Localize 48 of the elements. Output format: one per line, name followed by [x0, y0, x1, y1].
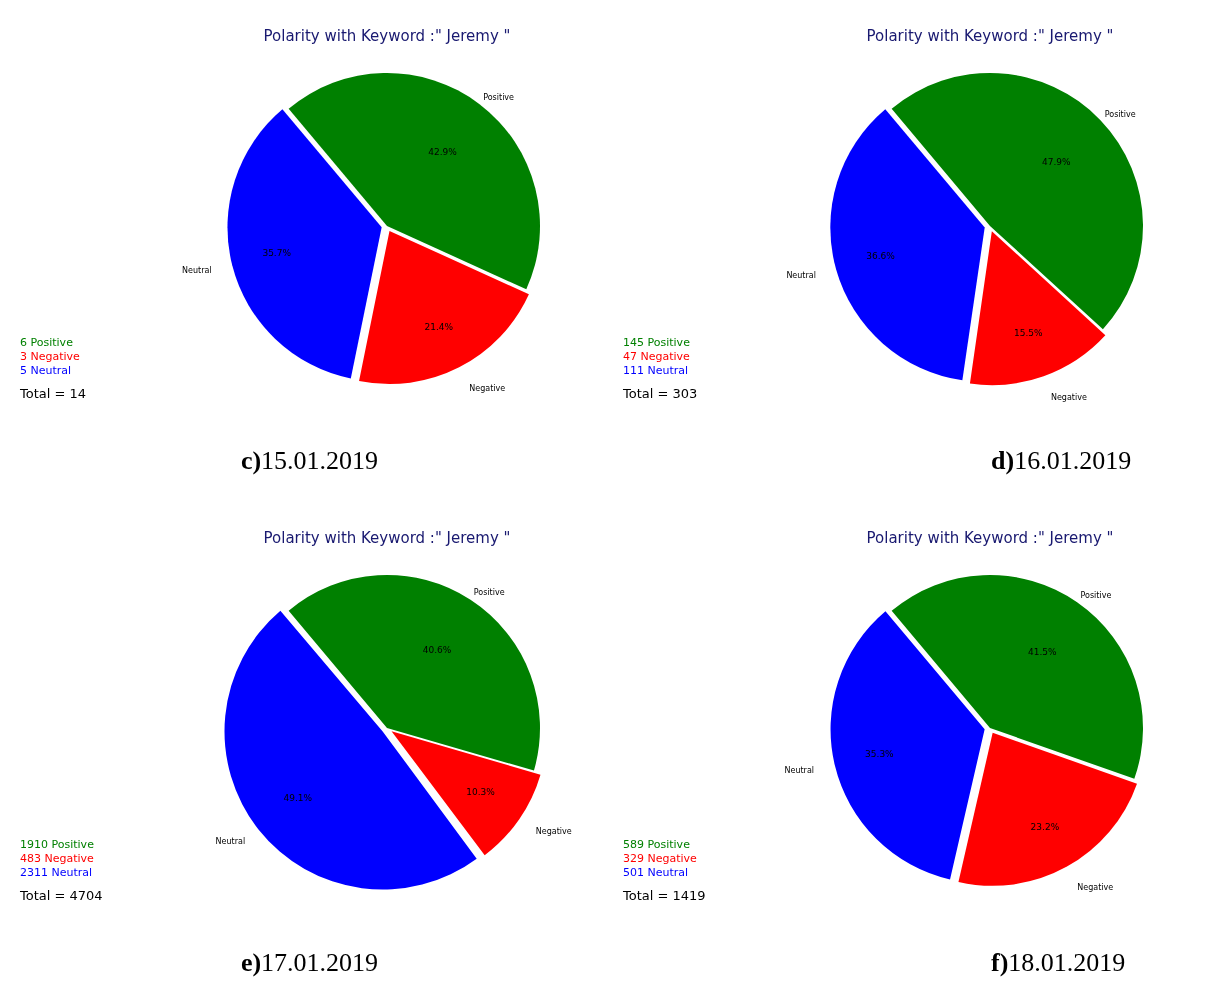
text: d)16.01.2019: [990, 446, 1132, 476]
data-label: 40.6%: [422, 645, 452, 656]
slice-label: Neutral: [182, 266, 212, 276]
text: 483 Negative: [20, 852, 95, 865]
slice-label: Negative: [535, 827, 572, 837]
slice-label: Neutral: [215, 836, 246, 846]
text: 589 Positive: [623, 838, 691, 851]
text: f)18.01.2019: [990, 948, 1126, 978]
data-label: 21.4%: [424, 321, 454, 332]
text: 6 Positive: [20, 336, 74, 349]
text: 145 Positive: [623, 336, 691, 349]
data-label: 41.5%: [1027, 646, 1057, 657]
data-label: 36.6%: [866, 251, 896, 262]
text: c)15.01.2019: [239, 446, 380, 476]
data-label: 42.9%: [428, 147, 458, 158]
chart-title: Polarity with Keyword :" Jeremy ": [866, 26, 1114, 45]
text: 111 Neutral: [623, 364, 689, 377]
data-label: 47.9%: [1041, 156, 1072, 167]
text: Total = 14: [19, 386, 87, 401]
slice-label: Neutral: [786, 271, 816, 281]
slice-label: Positive: [483, 92, 515, 102]
text: 47 Negative: [623, 350, 691, 363]
slice-label: Positive: [1104, 109, 1136, 119]
slice-label: Negative: [1077, 883, 1114, 893]
text: Total = 1419: [622, 888, 706, 903]
data-label: 10.3%: [466, 787, 496, 798]
slice-label: Negative: [1050, 393, 1087, 403]
text: 1910 Positive: [20, 838, 95, 851]
data-label: 35.3%: [865, 748, 895, 759]
text: e)17.01.2019: [239, 948, 380, 978]
chart-title: Polarity with Keyword :" Jeremy ": [263, 528, 511, 547]
slice-label: Neutral: [784, 765, 815, 775]
text: Total = 4704: [19, 888, 103, 903]
text: 501 Neutral: [623, 866, 689, 879]
text: 2311 Neutral: [20, 866, 93, 879]
text: 3 Negative: [20, 350, 81, 363]
chart-title: Polarity with Keyword :" Jeremy ": [866, 528, 1114, 547]
slice-label: Negative: [469, 384, 506, 394]
text: 329 Negative: [623, 852, 698, 865]
slice-label: Positive: [1080, 590, 1112, 600]
text: 5 Neutral: [20, 364, 72, 377]
data-label: 49.1%: [283, 793, 313, 803]
chart-title: Polarity with Keyword :" Jeremy ": [263, 26, 511, 45]
slice-label: Positive: [473, 588, 505, 598]
text: Total = 303: [622, 386, 698, 401]
data-label: 15.5%: [1013, 327, 1044, 338]
data-label: 23.2%: [1030, 822, 1060, 833]
data-label: 35.7%: [262, 248, 292, 259]
